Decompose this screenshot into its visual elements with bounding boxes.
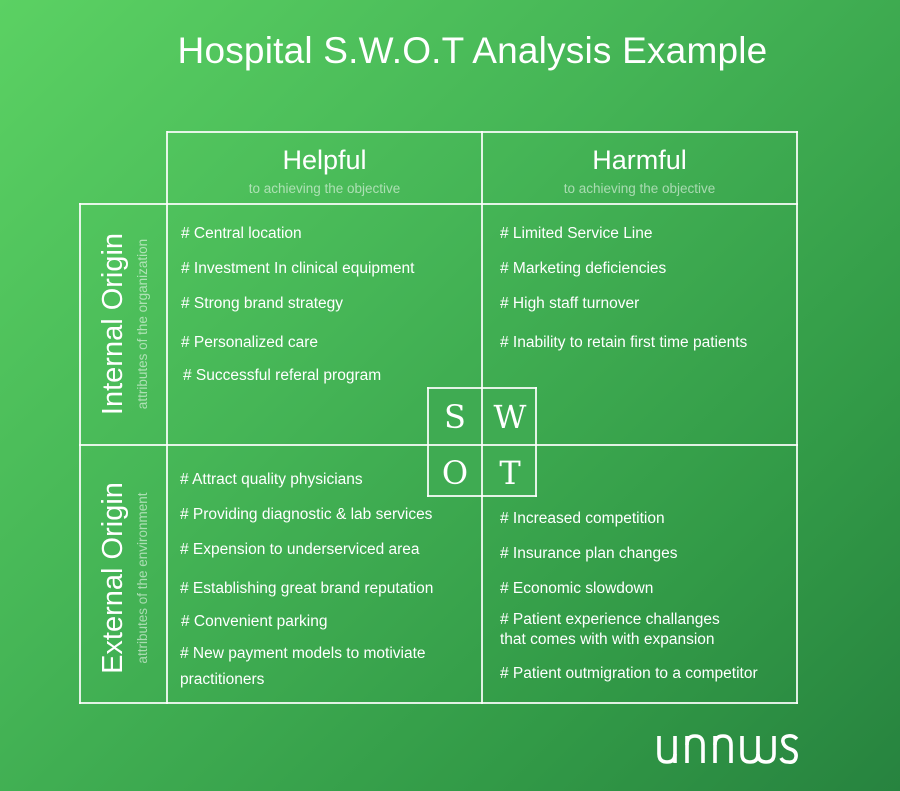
swot-box-divider-v [481,387,483,497]
grid-line-header-bottom [79,203,798,205]
strength-item: # Strong brand strategy [181,295,343,312]
threat-item: that comes with with expansion [500,631,715,648]
opportunity-item: # New payment models to motiviate [180,645,426,662]
grid-line-bottom [79,702,798,704]
strength-item: # Investment In clinical equipment [181,260,415,277]
threat-item: # Patient experience challanges [500,611,720,628]
weakness-item: # Limited Service Line [500,225,653,242]
swot-box-border-right [535,387,537,497]
threat-item: # Increased competition [500,510,665,527]
swot-box-divider-h [427,444,537,446]
column-header-helpful: Helpful to achieving the objective [168,145,481,196]
swot-letter-o: O [441,454,469,492]
grid-line-right [796,131,798,704]
weakness-item: # Inability to retain first time patient… [500,334,748,351]
swot-letter-s: S [444,398,466,436]
column-sublabel: to achieving the objective [248,181,401,196]
swot-letter-t: T [499,454,521,492]
opportunity-item: # Providing diagnostic & lab services [180,506,433,523]
strength-item: # Central location [181,225,302,242]
grid-line-label-divider [166,131,168,704]
strength-item: # Successful referal program [183,367,382,384]
opportunity-item: # Expension to underserviced area [180,541,420,558]
row-label: External Origin [96,482,129,674]
opportunity-item: practitioners [180,671,265,688]
row-sublabel: attributes of the organization [134,238,150,410]
opportunity-item: # Convenient parking [181,613,328,630]
strength-item: # Personalized care [181,334,318,351]
grid-line-left [79,203,81,704]
threat-item: # Patient outmigration to a competitor [500,665,758,682]
column-label: Harmful [592,145,687,175]
row-sublabel: attributes of the environment [134,492,150,664]
row-header-internal: Internal Origin attributes of the organi… [80,204,166,444]
threat-item: # Insurance plan changes [500,545,678,562]
opportunity-item: # Establishing great brand reputation [180,580,434,597]
page-title: Hospital S.W.O.T Analysis Example [177,30,768,71]
opportunity-item: # Attract quality physicians [180,471,363,488]
swot-letter-w: W [493,398,527,436]
swot-box-border-left [427,387,429,497]
weakness-item: # Marketing deficiencies [500,260,667,277]
column-sublabel: to achieving the objective [563,181,716,196]
threat-item: # Economic slowdown [500,580,654,597]
unnus-logo-mark [657,734,799,764]
column-label: Helpful [282,145,367,175]
weakness-item: # High staff turnover [500,295,640,312]
unnus-logo [656,726,801,774]
row-label: Internal Origin [96,232,129,416]
row-header-external: External Origin attributes of the enviro… [80,458,166,698]
column-header-harmful: Harmful to achieving the objective [483,145,796,196]
